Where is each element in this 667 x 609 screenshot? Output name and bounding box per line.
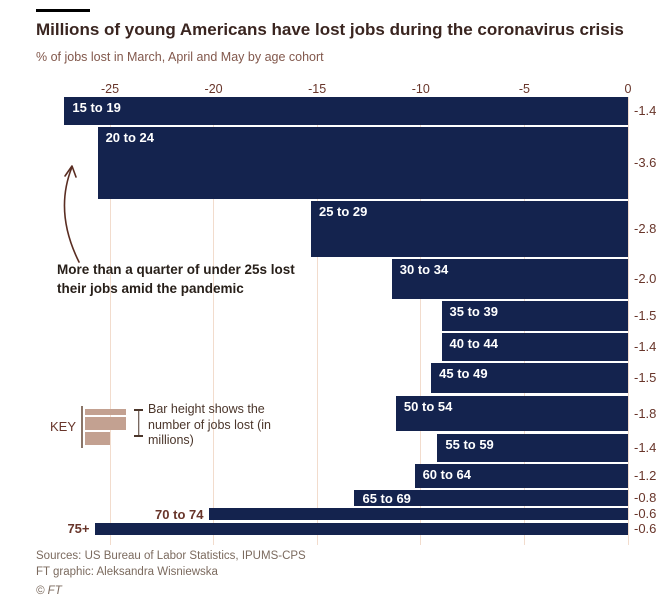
bar-label-outside: 75+: [67, 521, 90, 537]
bar-45-to-49: [431, 363, 628, 394]
bar-label: 60 to 64: [422, 466, 471, 482]
annotation-text: More than a quarter of under 25s lost th…: [57, 262, 295, 296]
bar-label: 55 to 59: [445, 436, 494, 452]
bar-value-label: -1.2: [634, 467, 657, 483]
chart-title: Millions of young Americans have lost jo…: [36, 20, 624, 39]
gridline: [420, 97, 422, 545]
axis-tick-label: -10: [411, 82, 430, 96]
footer-credit: FT graphic: Aleksandra Wisniewska: [36, 566, 218, 578]
key-swatch-bar: [85, 417, 126, 430]
gridline: [213, 97, 215, 545]
bar-label: 15 to 19: [72, 100, 121, 115]
key-swatch-bar: [85, 432, 110, 445]
gridline: [109, 97, 111, 545]
bar-value-label: -1.4: [634, 339, 657, 355]
bar-20-to-24: [97, 127, 628, 199]
bar-55-to-59: [437, 433, 628, 462]
axis-tick-label: -20: [204, 82, 223, 96]
key-label: KEY: [50, 419, 77, 434]
bar-label: 35 to 39: [449, 304, 498, 320]
bar-value-label: -2.8: [634, 220, 657, 236]
bar-value-label: -1.5: [634, 308, 657, 324]
bar-label: 25 to 29: [318, 204, 368, 220]
bar-25-to-29: [310, 201, 628, 257]
bar-label: 30 to 34: [399, 262, 449, 278]
bar-40-to-44: [441, 333, 628, 362]
bar-value-label: -3.6: [634, 154, 657, 170]
footer: Sources: US Bureau of Labor Statistics, …: [36, 548, 306, 599]
gridline: [316, 97, 318, 545]
bar-label: 65 to 69: [362, 491, 411, 507]
bar-60-to-64: [414, 463, 628, 488]
bar-label: 20 to 24: [105, 130, 154, 146]
key-separator-line: [81, 406, 83, 448]
key-height-bracket-icon: [134, 409, 143, 437]
chart-subtitle: % of jobs lost in March, April and May b…: [36, 50, 324, 64]
ft-top-rule: [36, 9, 90, 12]
axis-tick-label: -15: [308, 82, 327, 96]
bar-30-to-34: [391, 259, 628, 299]
bar-35-to-39: [441, 301, 628, 331]
bar-value-label: -0.6: [634, 520, 657, 536]
bar-value-label: -2.0: [634, 270, 657, 286]
bar-label-outside: 70 to 74: [155, 506, 204, 522]
footer-sources: Sources: US Bureau of Labor Statistics, …: [36, 550, 306, 562]
bar-label: 45 to 49: [439, 366, 488, 382]
bar-value-label: -0.6: [634, 506, 657, 522]
bar-75plus: [95, 522, 628, 535]
annotation-arrow-icon: [63, 165, 80, 263]
axis-tick-label: -5: [518, 82, 530, 96]
footer-copyright: © FT: [36, 585, 62, 597]
bar-70-to-74: [209, 508, 628, 521]
bar-65-to-69: [354, 490, 628, 507]
key-description: Bar height shows the number of jobs lost…: [148, 402, 271, 447]
bar-15-to-19: [64, 97, 628, 125]
bar-50-to-54: [395, 395, 628, 432]
bar-label: 50 to 54: [403, 398, 453, 414]
bar-value-label: -1.4: [634, 439, 657, 455]
gridline: [627, 97, 629, 545]
key-swatch-bar: [85, 409, 126, 415]
bar-value-label: -1.8: [634, 405, 657, 421]
axis-tick-label: -25: [100, 82, 120, 96]
bar-label: 40 to 44: [449, 336, 498, 352]
axis-tick-label: 0: [624, 82, 632, 96]
bar-value-label: -0.8: [634, 490, 657, 506]
bar-value-label: -1.5: [634, 370, 657, 386]
bar-value-label: -1.4: [634, 102, 657, 118]
